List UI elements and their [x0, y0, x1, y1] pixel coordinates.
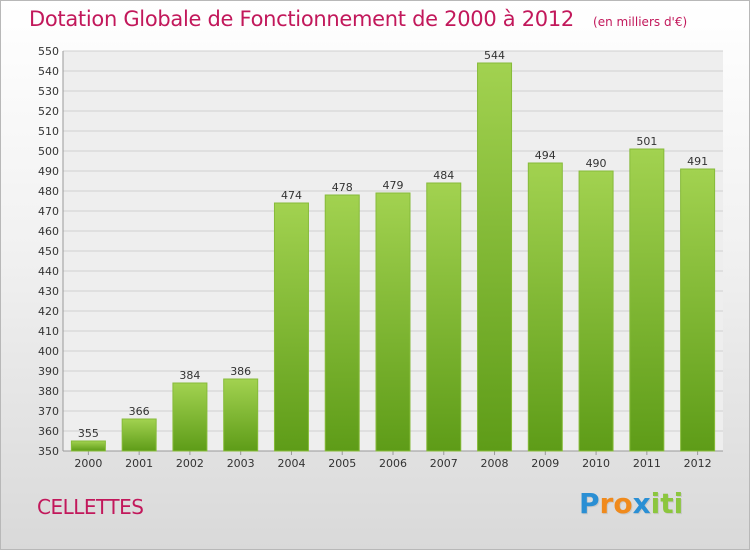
bar-value-label: 484: [433, 169, 454, 182]
bar-value-label: 494: [535, 149, 556, 162]
logo-letter: P: [579, 487, 600, 520]
logo-letter: i: [650, 487, 661, 520]
y-tick-label: 530: [38, 85, 59, 98]
bar: [223, 378, 259, 452]
y-tick-label: 460: [38, 225, 59, 238]
y-tick-label: 480: [38, 185, 59, 198]
bar-value-label: 479: [383, 179, 404, 192]
x-tick-label: 2010: [582, 457, 610, 470]
bar: [121, 418, 157, 452]
bar-value-label: 384: [179, 369, 200, 382]
x-tick-label: 2005: [328, 457, 356, 470]
bar-value-label: 366: [129, 405, 150, 418]
x-tick-label: 2004: [277, 457, 305, 470]
bar: [426, 182, 462, 452]
logo-letter: t: [660, 487, 674, 520]
logo-letter: x: [632, 487, 651, 520]
bar: [680, 168, 716, 452]
x-tick-label: 2009: [531, 457, 559, 470]
y-tick-label: 410: [38, 325, 59, 338]
bar: [273, 202, 309, 452]
bar-value-label: 491: [687, 155, 708, 168]
logo-letter: o: [613, 487, 633, 520]
bar-layer: [70, 62, 716, 452]
x-tick-label: 2008: [481, 457, 509, 470]
commune-name: CELLETTES: [37, 495, 144, 519]
chart-title: Dotation Globale de Fonctionnement de 20…: [29, 7, 574, 31]
bar-value-label: 544: [484, 49, 505, 62]
bar: [477, 62, 513, 452]
x-tick-label: 2002: [176, 457, 204, 470]
y-tick-label: 470: [38, 205, 59, 218]
chart-subtitle: (en milliers d'€): [593, 15, 688, 29]
y-tick-label: 550: [38, 45, 59, 58]
axis-layer: 350 360 370 380 390 400 410 420 430 440 450 460 470 4…: [38, 45, 723, 470]
bar-value-label: 490: [586, 157, 607, 170]
x-tick-label: 2006: [379, 457, 407, 470]
bar-value-label: 386: [230, 365, 251, 378]
label-layer: 355 366 384 386 474 478 479 484 544 494 490 501 491: [78, 49, 708, 440]
logo-letter: i: [673, 487, 684, 520]
y-tick-label: 370: [38, 405, 59, 418]
y-tick-label: 380: [38, 385, 59, 398]
bar: [527, 162, 563, 452]
bar-value-label: 355: [78, 427, 99, 440]
bar: [172, 382, 208, 452]
bar: [578, 170, 614, 452]
y-tick-label: 430: [38, 285, 59, 298]
y-tick-label: 350: [38, 445, 59, 458]
bar-value-label: 501: [636, 135, 657, 148]
bar: [70, 440, 106, 452]
x-tick-label: 2003: [227, 457, 255, 470]
logo-letter: r: [599, 487, 614, 520]
y-tick-label: 420: [38, 305, 59, 318]
y-tick-label: 510: [38, 125, 59, 138]
y-tick-label: 520: [38, 105, 59, 118]
x-tick-label: 2011: [633, 457, 661, 470]
y-tick-label: 450: [38, 245, 59, 258]
y-tick-label: 440: [38, 265, 59, 278]
y-tick-label: 540: [38, 65, 59, 78]
y-tick-label: 400: [38, 345, 59, 358]
bar-value-label: 474: [281, 189, 302, 202]
x-tick-label: 2000: [74, 457, 102, 470]
proxiti-logo: Proxiti: [579, 487, 683, 520]
y-tick-label: 490: [38, 165, 59, 178]
x-tick-label: 2001: [125, 457, 153, 470]
y-tick-label: 390: [38, 365, 59, 378]
y-tick-label: 500: [38, 145, 59, 158]
bar: [375, 192, 411, 452]
y-tick-label: 360: [38, 425, 59, 438]
bar-value-label: 478: [332, 181, 353, 194]
x-tick-label: 2007: [430, 457, 458, 470]
title-row: Dotation Globale de Fonctionnement de 20…: [29, 7, 687, 31]
bar: [629, 148, 665, 452]
x-tick-label: 2012: [684, 457, 712, 470]
bar: [324, 194, 360, 452]
